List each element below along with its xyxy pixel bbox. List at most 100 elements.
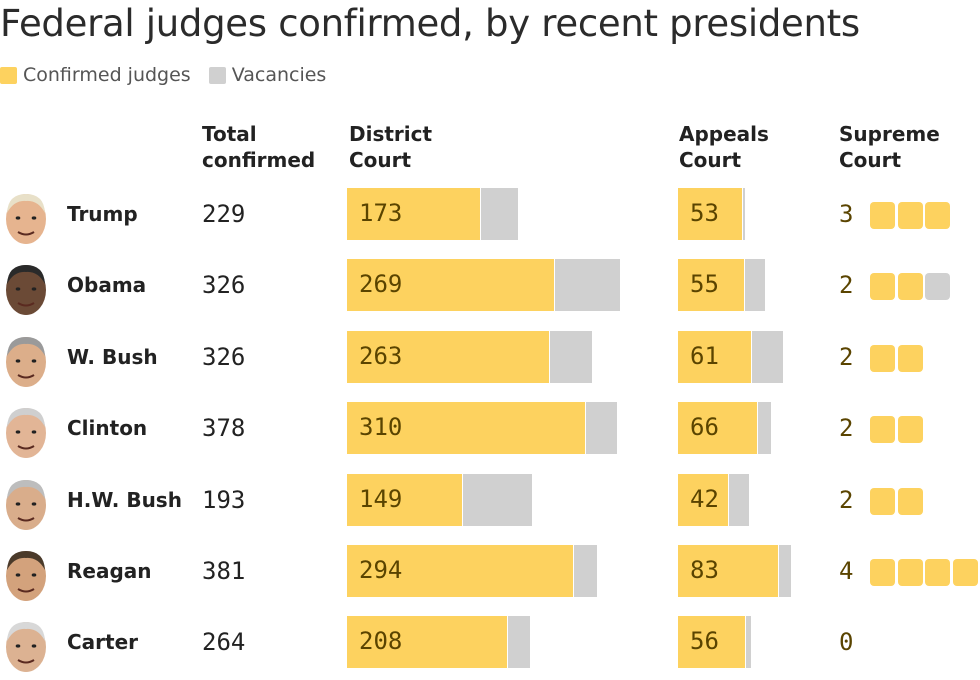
appeals-confirmed-label: 56 [690, 627, 719, 656]
header-supreme: Supreme Court [839, 121, 940, 173]
supreme-confirmed-square [897, 344, 923, 372]
supreme-confirmed-square [897, 273, 923, 301]
header-total: Total confirmed [202, 121, 315, 173]
supreme-confirmed-square [870, 487, 895, 515]
legend-item-vacancies: Vacancies [208, 64, 327, 86]
appeals-vacancy-bar [746, 616, 751, 669]
chart-title: Federal judges confirmed, by recent pres… [0, 2, 860, 45]
district-confirmed-bar: 310 [347, 402, 586, 455]
district-vacancy-bar [573, 545, 597, 597]
supreme-confirmed-square [870, 559, 895, 586]
appeals-vacancy-bar [742, 188, 745, 240]
president-portrait-icon [2, 257, 50, 319]
president-portrait-icon [2, 329, 50, 391]
president-name: Obama [67, 273, 147, 298]
header-supreme-line1: Supreme [839, 122, 940, 146]
district-confirmed-bar: 149 [347, 473, 462, 526]
appeals-confirmed-bar: 83 [678, 545, 778, 597]
supreme-confirmed-square [870, 416, 895, 444]
president-row: Clinton 378 310 66 2 [0, 400, 980, 462]
president-name: Clinton [67, 416, 148, 441]
district-confirmed-bar: 263 [347, 330, 550, 383]
president-row: H.W. Bush 193 149 42 2 [0, 472, 980, 534]
total-confirmed-value: 193 [202, 485, 246, 514]
header-appeals-line1: Appeals [679, 122, 769, 146]
district-vacancy-bar [554, 259, 621, 312]
total-confirmed-value: 229 [202, 200, 246, 228]
district-confirmed-label: 310 [359, 413, 403, 442]
president-portrait-icon [2, 614, 50, 676]
appeals-confirmed-label: 55 [690, 270, 719, 299]
president-name: Reagan [67, 559, 152, 583]
appeals-vacancy-bar [745, 259, 766, 312]
supreme-confirmed-value: 2 [839, 485, 854, 514]
president-row: Carter 264 208 56 0 [0, 614, 980, 676]
president-row: Obama 326 269 55 2 [0, 257, 980, 319]
header-district-line2: Court [349, 148, 412, 172]
header-total-line1: Total [202, 122, 257, 146]
district-confirmed-label: 173 [359, 199, 403, 227]
district-confirmed-label: 149 [359, 484, 403, 513]
total-confirmed-value: 326 [202, 342, 246, 371]
president-row: Trump 229 173 53 3 [0, 186, 980, 248]
appeals-confirmed-bar: 56 [678, 616, 746, 669]
header-total-line2: confirmed [202, 148, 316, 172]
supreme-confirmed-square [952, 559, 978, 586]
district-vacancy-bar [507, 616, 531, 669]
supreme-confirmed-square [925, 202, 950, 229]
appeals-confirmed-label: 42 [690, 484, 719, 513]
president-portrait-icon [2, 543, 50, 605]
president-portrait-icon [2, 472, 50, 534]
supreme-confirmed-square [897, 487, 923, 515]
president-row: Reagan 381 294 83 4 [0, 543, 980, 605]
legend-label-vacancies: Vacancies [231, 64, 327, 86]
total-confirmed-value: 378 [202, 414, 246, 443]
supreme-confirmed-value: 2 [839, 271, 854, 300]
legend-label-confirmed: Confirmed judges [23, 64, 191, 86]
legend-item-confirmed: Confirmed judges [0, 64, 191, 86]
appeals-confirmed-label: 66 [690, 413, 719, 442]
header-supreme-line2: Court [839, 148, 902, 172]
president-name: Trump [67, 202, 138, 226]
supreme-confirmed-square [870, 344, 895, 372]
district-confirmed-bar: 269 [347, 259, 554, 312]
district-vacancy-bar [550, 330, 592, 383]
supreme-confirmed-square [897, 416, 923, 444]
district-vacancy-bar [586, 402, 617, 455]
legend-swatch-vacancies [208, 66, 226, 84]
appeals-confirmed-bar: 42 [678, 473, 729, 526]
district-confirmed-bar: 294 [347, 545, 573, 597]
appeals-confirmed-bar: 55 [678, 259, 744, 312]
district-confirmed-label: 269 [359, 270, 403, 299]
header-district: District Court [349, 121, 432, 173]
supreme-confirmed-value: 4 [839, 557, 854, 585]
supreme-confirmed-square [897, 559, 923, 586]
appeals-confirmed-bar: 61 [678, 330, 752, 383]
supreme-confirmed-square [897, 202, 923, 229]
district-confirmed-label: 208 [359, 627, 403, 656]
district-confirmed-label: 263 [359, 341, 403, 370]
supreme-confirmed-value: 2 [839, 342, 854, 371]
supreme-confirmed-value: 2 [839, 414, 854, 443]
supreme-confirmed-square [925, 559, 950, 586]
district-confirmed-bar: 208 [347, 616, 507, 669]
header-appeals-line2: Court [679, 148, 742, 172]
total-confirmed-value: 381 [202, 557, 246, 585]
legend-swatch-confirmed [0, 66, 17, 84]
total-confirmed-value: 326 [202, 271, 246, 300]
header-district-line1: District [349, 122, 433, 146]
district-vacancy-bar [462, 473, 533, 526]
appeals-confirmed-bar: 66 [678, 402, 758, 455]
appeals-confirmed-label: 61 [690, 341, 719, 370]
district-vacancy-bar [480, 188, 518, 240]
appeals-confirmed-bar: 53 [678, 188, 742, 240]
president-row: W. Bush 326 263 61 2 [0, 329, 980, 391]
supreme-confirmed-value: 3 [839, 200, 854, 228]
president-portrait-icon [2, 186, 50, 248]
appeals-vacancy-bar [752, 330, 784, 383]
appeals-vacancy-bar [758, 402, 772, 455]
supreme-confirmed-square [870, 202, 895, 229]
president-name: Carter [67, 630, 139, 655]
president-name: W. Bush [67, 344, 158, 369]
supreme-confirmed-square [870, 273, 895, 301]
